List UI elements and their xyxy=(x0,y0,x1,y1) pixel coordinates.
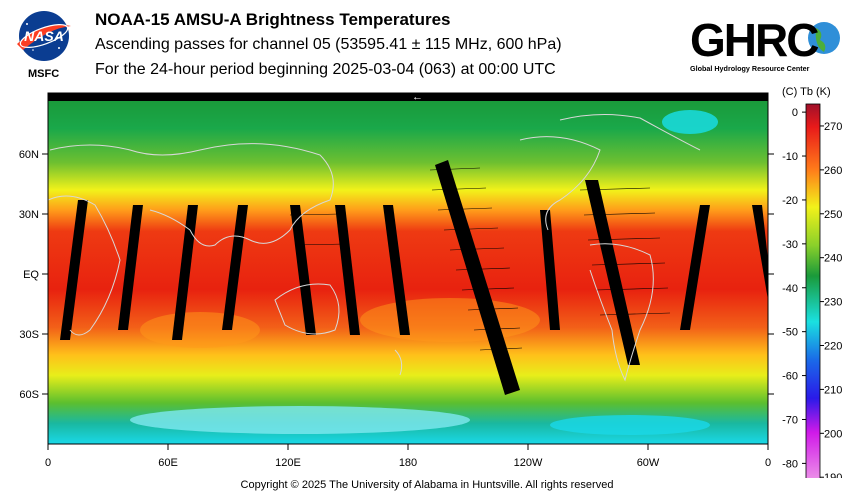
lon-label-60w: 60W xyxy=(637,457,660,469)
lon-label-180: 180 xyxy=(399,457,417,469)
orbit-direction-arrow: ← xyxy=(412,91,423,103)
subtitle-channel: Ascending passes for channel 05 (53595.4… xyxy=(95,36,562,53)
colorbar: 0 -10 -20 -30 -40 -50 -60 -70 -80 270 260 250 240 230… xyxy=(782,103,842,478)
lat-label-60s: 60S xyxy=(19,389,39,401)
colorbar-celsius-tick: -10 xyxy=(782,151,798,163)
colorbar-celsius-tick: -40 xyxy=(782,283,798,295)
lat-label-60n: 60N xyxy=(19,149,39,161)
nasa-logo: NASA xyxy=(13,10,75,62)
copyright-notice: Copyright © 2025 The University of Alaba… xyxy=(240,479,614,491)
colorbar-kelvin-tick: 250 xyxy=(824,209,842,221)
colorbar-kelvin-tick: 230 xyxy=(824,297,842,309)
coastlines xyxy=(48,113,701,382)
nasa-wordmark: NASA xyxy=(24,28,64,44)
lon-label-120w: 120W xyxy=(514,457,543,469)
msfc-label: MSFC xyxy=(28,68,60,80)
colorbar-celsius-tick: -80 xyxy=(782,458,798,470)
colorbar-header: (C) Tb (K) xyxy=(782,86,831,98)
subtitle-period: For the 24-hour period beginning 2025-03… xyxy=(95,61,556,78)
colorbar-gradient xyxy=(805,103,821,478)
lat-label-eq: EQ xyxy=(23,269,39,281)
colorbar-kelvin-tick: 210 xyxy=(824,384,842,396)
colorbar-celsius-tick: 0 xyxy=(792,107,798,119)
page-title: NOAA-15 AMSU-A Brightness Temperatures xyxy=(95,10,451,29)
ghrc-logo: GHRC Global Hydrology Resource Center xyxy=(688,8,848,78)
ghrc-wordmark: GHRC xyxy=(690,14,818,66)
temperature-field xyxy=(48,101,768,444)
missing-data-strip xyxy=(48,93,768,101)
colorbar-kelvin-tick: 260 xyxy=(824,165,842,177)
colorbar-celsius-tick: -70 xyxy=(782,414,798,426)
lon-label-0-west: 0 xyxy=(45,457,51,469)
lat-label-30n: 30N xyxy=(19,209,39,221)
colorbar-celsius-tick: -50 xyxy=(782,327,798,339)
colorbar-celsius-tick: -60 xyxy=(782,371,798,383)
colorbar-celsius-tick: -30 xyxy=(782,239,798,251)
scanline-artifacts xyxy=(289,167,671,351)
colorbar-celsius-tick: -20 xyxy=(782,195,798,207)
brightness-map: ← xyxy=(19,91,842,478)
lon-label-120e: 120E xyxy=(275,457,301,469)
lon-label-60e: 60E xyxy=(158,457,178,469)
colorbar-kelvin-tick: 190 xyxy=(824,472,842,478)
lat-label-30s: 30S xyxy=(19,329,39,341)
colorbar-kelvin-tick: 220 xyxy=(824,340,842,352)
swath-gaps xyxy=(60,160,768,395)
colorbar-kelvin-tick: 240 xyxy=(824,253,842,265)
latitude-axis: 60N 30N EQ 30S 60S xyxy=(19,149,774,401)
lon-label-0-east: 0 xyxy=(765,457,771,469)
ghrc-subtext: Global Hydrology Resource Center xyxy=(690,64,810,73)
longitude-axis: 0 60E 120E 180 120W 60W 0 xyxy=(45,444,771,469)
colorbar-kelvin-tick: 270 xyxy=(824,121,842,133)
colorbar-kelvin-tick: 200 xyxy=(824,428,842,440)
